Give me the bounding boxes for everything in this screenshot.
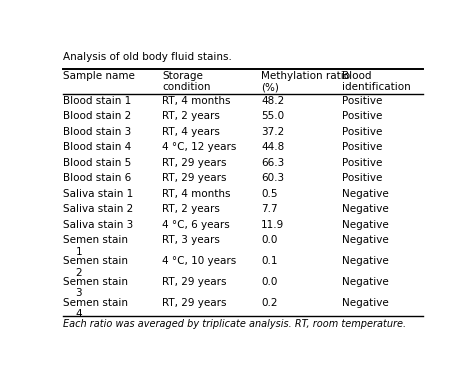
Text: Blood stain 4: Blood stain 4 <box>63 142 131 153</box>
Text: RT, 29 years: RT, 29 years <box>162 298 227 307</box>
Text: 0.0: 0.0 <box>261 277 278 287</box>
Text: RT, 2 years: RT, 2 years <box>162 112 220 121</box>
Text: 60.3: 60.3 <box>261 173 284 184</box>
Text: Semen stain
    2: Semen stain 2 <box>63 256 128 278</box>
Text: Sample name: Sample name <box>63 70 135 81</box>
Text: Saliva stain 1: Saliva stain 1 <box>63 189 133 199</box>
Text: Semen stain
    1: Semen stain 1 <box>63 235 128 257</box>
Text: Negative: Negative <box>342 298 389 307</box>
Text: Negative: Negative <box>342 189 389 199</box>
Text: Storage
condition: Storage condition <box>162 70 210 92</box>
Text: Positive: Positive <box>342 142 383 153</box>
Text: Analysis of old body fluid stains.: Analysis of old body fluid stains. <box>63 52 232 62</box>
Text: RT, 29 years: RT, 29 years <box>162 277 227 287</box>
Text: Methylation ratio
(%): Methylation ratio (%) <box>261 70 350 92</box>
Text: 0.1: 0.1 <box>261 256 278 266</box>
Text: Positive: Positive <box>342 173 383 184</box>
Text: Negative: Negative <box>342 204 389 214</box>
Text: Negative: Negative <box>342 235 389 245</box>
Text: Saliva stain 3: Saliva stain 3 <box>63 220 133 230</box>
Text: Blood stain 5: Blood stain 5 <box>63 158 131 168</box>
Text: 66.3: 66.3 <box>261 158 284 168</box>
Text: Blood stain 3: Blood stain 3 <box>63 127 131 137</box>
Text: 4 °C, 10 years: 4 °C, 10 years <box>162 256 237 266</box>
Text: Each ratio was averaged by triplicate analysis. RT, room temperature.: Each ratio was averaged by triplicate an… <box>63 319 406 329</box>
Text: RT, 2 years: RT, 2 years <box>162 204 220 214</box>
Text: Positive: Positive <box>342 96 383 106</box>
Text: Blood stain 1: Blood stain 1 <box>63 96 131 106</box>
Text: Positive: Positive <box>342 112 383 121</box>
Text: Positive: Positive <box>342 158 383 168</box>
Text: RT, 29 years: RT, 29 years <box>162 173 227 184</box>
Text: Positive: Positive <box>342 127 383 137</box>
Text: 7.7: 7.7 <box>261 204 278 214</box>
Text: 44.8: 44.8 <box>261 142 284 153</box>
Text: 0.2: 0.2 <box>261 298 278 307</box>
Text: 48.2: 48.2 <box>261 96 284 106</box>
Text: Negative: Negative <box>342 256 389 266</box>
Text: Negative: Negative <box>342 220 389 230</box>
Text: RT, 3 years: RT, 3 years <box>162 235 220 245</box>
Text: 55.0: 55.0 <box>261 112 284 121</box>
Text: Blood stain 6: Blood stain 6 <box>63 173 131 184</box>
Text: 0.0: 0.0 <box>261 235 278 245</box>
Text: 4 °C, 6 years: 4 °C, 6 years <box>162 220 230 230</box>
Text: 37.2: 37.2 <box>261 127 284 137</box>
Text: 0.5: 0.5 <box>261 189 278 199</box>
Text: Blood
identification: Blood identification <box>342 70 411 92</box>
Text: Saliva stain 2: Saliva stain 2 <box>63 204 133 214</box>
Text: 11.9: 11.9 <box>261 220 284 230</box>
Text: Blood stain 2: Blood stain 2 <box>63 112 131 121</box>
Text: RT, 4 months: RT, 4 months <box>162 189 231 199</box>
Text: Semen stain
    4: Semen stain 4 <box>63 298 128 319</box>
Text: RT, 4 months: RT, 4 months <box>162 96 231 106</box>
Text: RT, 29 years: RT, 29 years <box>162 158 227 168</box>
Text: Negative: Negative <box>342 277 389 287</box>
Text: 4 °C, 12 years: 4 °C, 12 years <box>162 142 237 153</box>
Text: Semen stain
    3: Semen stain 3 <box>63 277 128 298</box>
Text: RT, 4 years: RT, 4 years <box>162 127 220 137</box>
